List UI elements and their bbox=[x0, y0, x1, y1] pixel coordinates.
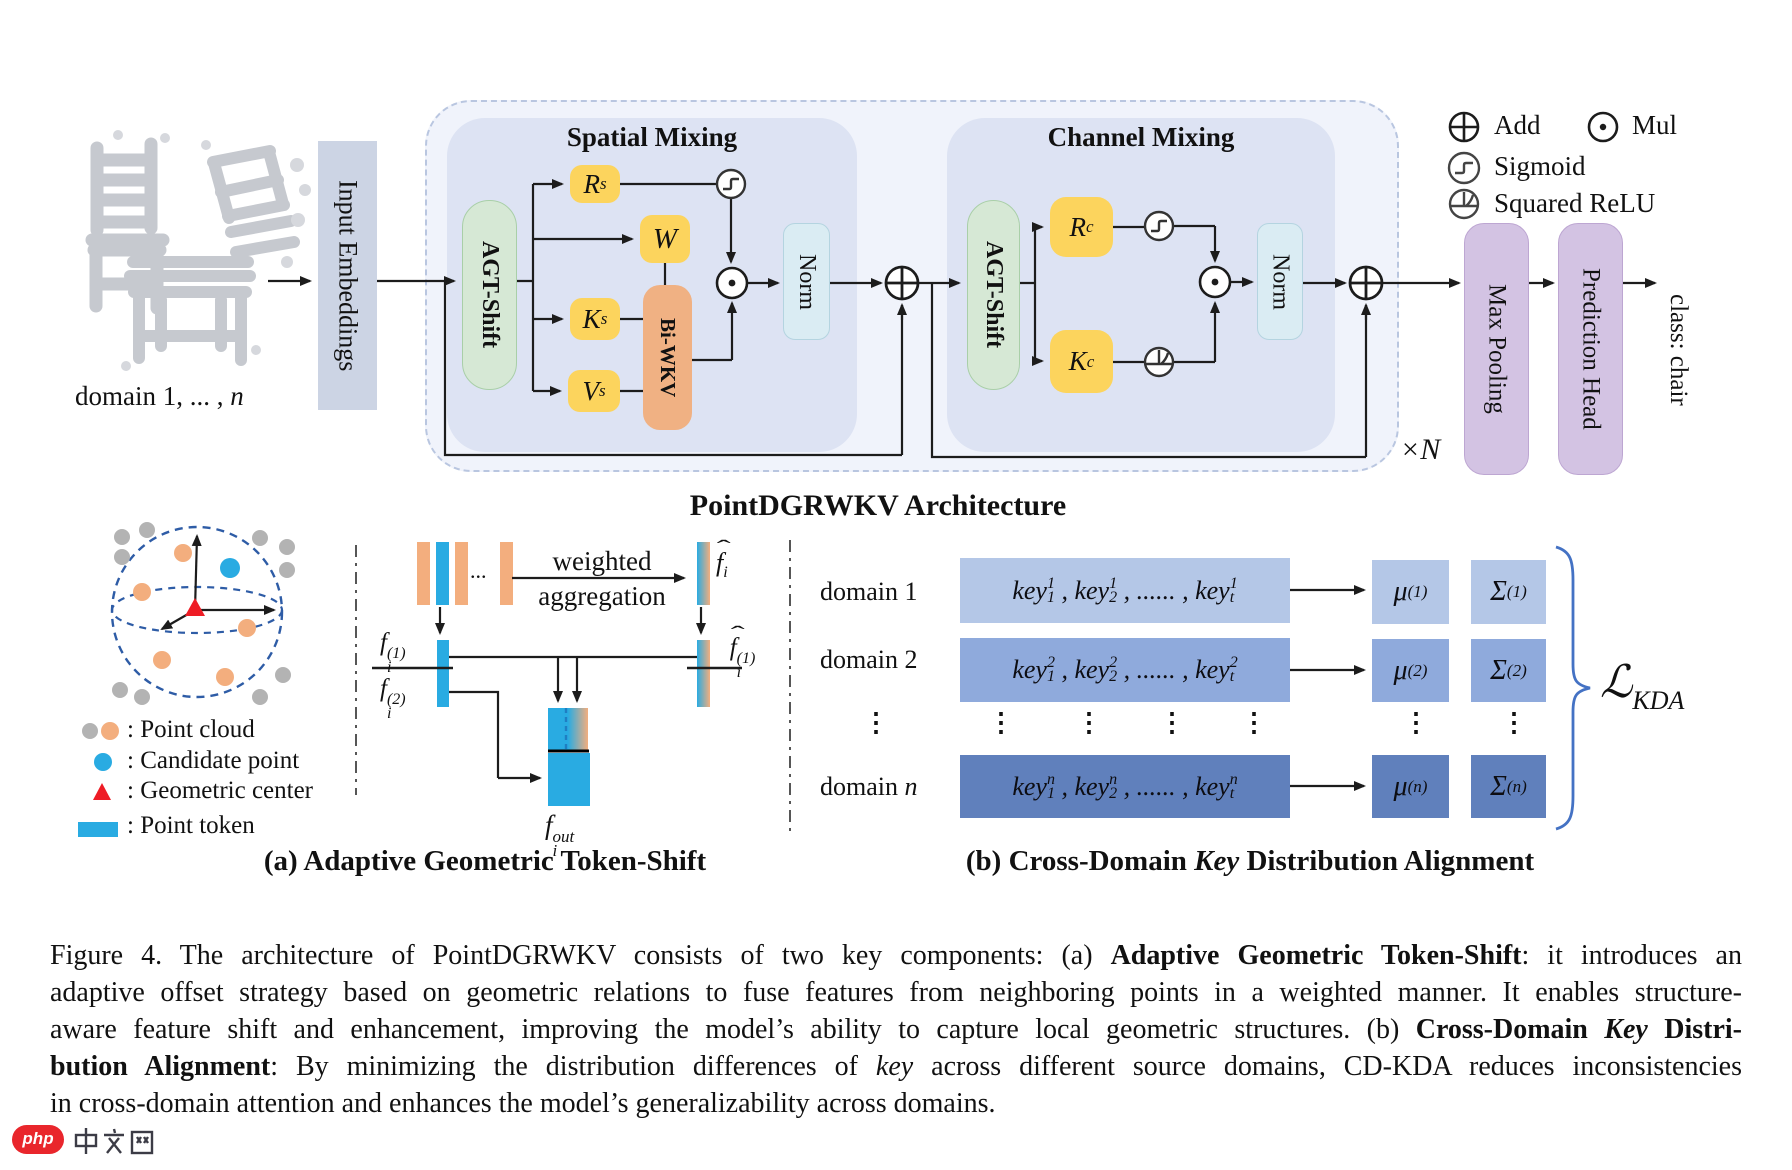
kda-brace bbox=[1555, 545, 1591, 831]
vdots: ⋮ bbox=[1076, 708, 1102, 737]
caption-line-4: bution Alignment: By minimizing the dist… bbox=[50, 1051, 1743, 1082]
caption-line-2: adaptive offset strategy based on geomet… bbox=[50, 977, 1742, 1008]
legend-candidate-point: : Candidate point bbox=[127, 747, 300, 774]
prediction-head-block: Prediction Head bbox=[1558, 223, 1623, 475]
key-row-domain-2: key 2 1 , key 2 2 , ...... , key 2 t bbox=[960, 638, 1290, 702]
sigma-n-box: Σ (n) bbox=[1471, 755, 1546, 818]
domain-1-label: domain 1 bbox=[820, 577, 918, 606]
panel-b-caption: (b) Cross-Domain Key Distribution Alignm… bbox=[965, 845, 1535, 877]
bi-wkv-block: Bi-WKV bbox=[643, 285, 692, 430]
mu-2-box: μ (2) bbox=[1372, 639, 1449, 702]
input-embeddings-block: Input Embeddings bbox=[318, 141, 377, 410]
squared-relu-legend-icon bbox=[1448, 188, 1480, 220]
max-pooling-block: Max Pooling bbox=[1464, 223, 1529, 475]
legend-point-token: : Point token bbox=[127, 812, 255, 839]
domain-2-label: domain 2 bbox=[820, 645, 918, 674]
architecture-title: PointDGRWKV Architecture bbox=[689, 489, 1067, 522]
watermark-site-name bbox=[70, 1124, 154, 1154]
mu-1-box: μ (1) bbox=[1372, 560, 1449, 624]
bar-ellipsis: ... bbox=[470, 558, 487, 583]
f1-label: f (1) i bbox=[380, 629, 406, 676]
spatial-mixing-title: Spatial Mixing bbox=[566, 122, 738, 152]
mul-icon bbox=[1587, 111, 1619, 143]
output-class-label: class: chair bbox=[1665, 294, 1692, 406]
vdots: ⋮ bbox=[1501, 708, 1527, 737]
key-row-domain-n: key n 1 , key n 2 , ...... , key n t bbox=[960, 755, 1290, 818]
watermark: php bbox=[12, 1124, 154, 1154]
point-cloud-chairs bbox=[85, 130, 311, 371]
f-hat-1-label: ˆ f (1) i bbox=[729, 621, 756, 681]
squared-relu-icon-channel bbox=[1143, 346, 1175, 378]
f-hat-label: ˆ fi bbox=[716, 535, 731, 582]
caption-line-1: Figure 4. The architecture of PointDGRWK… bbox=[50, 940, 1742, 971]
legend-geometric-center: : Geometric center bbox=[127, 777, 314, 804]
point-cloud-dots-gray bbox=[112, 522, 295, 705]
key-row-domain-1: key 1 1 , key 1 2 , ...... , key 1 t bbox=[960, 558, 1290, 623]
sigmoid-legend-icon bbox=[1447, 151, 1481, 185]
add-icon-output bbox=[1348, 265, 1384, 301]
legend-sigmoid-label: Sigmoid bbox=[1494, 151, 1586, 181]
agt-shift-channel: AGT-Shift bbox=[967, 200, 1020, 390]
fout-block bbox=[548, 708, 590, 806]
vdots: ⋮ bbox=[863, 708, 889, 737]
norm-channel-block: Norm bbox=[1257, 223, 1303, 340]
domain-n-label: domain n bbox=[820, 772, 918, 801]
legend-point-cloud: : Point cloud bbox=[127, 716, 255, 743]
fout-label: f out i bbox=[545, 810, 575, 860]
legend-mul-label: Mul bbox=[1632, 110, 1678, 140]
caption-line-3: aware feature shift and enhancement, imp… bbox=[50, 1014, 1742, 1045]
geometric-center-triangle bbox=[185, 598, 205, 616]
norm-spatial-block: Norm bbox=[783, 223, 830, 340]
geometric-sphere bbox=[110, 522, 295, 705]
token-bars bbox=[417, 542, 710, 707]
f2-label: f (2) i bbox=[380, 675, 406, 722]
sigma-2-box: Σ (2) bbox=[1471, 639, 1546, 702]
sigmoid-icon-channel bbox=[1143, 210, 1175, 242]
weighted-aggregation-label: weighted aggregation bbox=[538, 546, 666, 611]
mu-n-box: μ (n) bbox=[1372, 755, 1449, 818]
add-icon bbox=[1448, 111, 1480, 143]
add-icon-spatial bbox=[884, 265, 920, 301]
vdots: ⋮ bbox=[1241, 708, 1267, 737]
vdots: ⋮ bbox=[988, 708, 1014, 737]
caption-line-5: in cross-domain attention and enhances t… bbox=[50, 1088, 996, 1119]
legend-add-label: Add bbox=[1494, 110, 1541, 140]
mul-icon-spatial bbox=[715, 266, 749, 300]
kda-loss-label: ℒKDA bbox=[1600, 657, 1685, 715]
vdots: ⋮ bbox=[1159, 708, 1185, 737]
figure-caption: Figure 4. The architecture of PointDGRWK… bbox=[50, 937, 1742, 1122]
channel-mixing-title: Channel Mixing bbox=[1047, 122, 1235, 152]
repeat-n-label: ×N bbox=[1400, 433, 1441, 466]
vdots: ⋮ bbox=[1403, 708, 1429, 737]
sigmoid-icon bbox=[715, 168, 747, 200]
legend-sqrelu-label: Squared ReLU bbox=[1494, 188, 1656, 218]
point-cloud-dots-orange bbox=[133, 544, 256, 686]
w-block: W bbox=[640, 215, 690, 263]
php-logo: php bbox=[12, 1124, 64, 1154]
sigma-1-box: Σ (1) bbox=[1471, 560, 1546, 624]
mul-icon-channel bbox=[1198, 265, 1232, 299]
watermark-site-glyphs bbox=[74, 1128, 154, 1155]
panel-a-caption: (a) Adaptive Geometric Token-Shift bbox=[263, 845, 707, 877]
agt-shift-spatial: AGT-Shift bbox=[462, 200, 517, 390]
candidate-point-dot bbox=[220, 558, 240, 578]
domains-label: domain 1, ... , n bbox=[75, 381, 244, 411]
legend-icons bbox=[78, 722, 119, 837]
